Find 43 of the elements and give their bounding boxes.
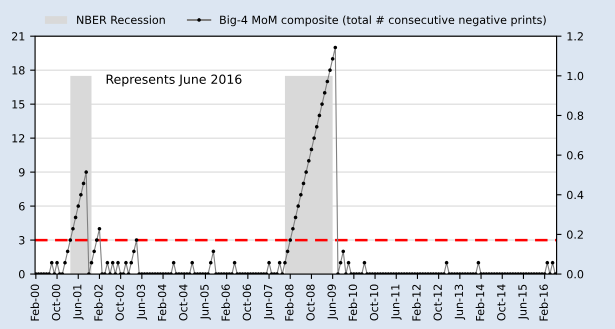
x-tick-label: Feb-16 <box>539 284 548 321</box>
x-tick-label: Feb-12 <box>412 284 421 321</box>
y2-tick-label: 1.2 <box>568 32 583 40</box>
y2-tick-label: 1.0 <box>568 72 584 80</box>
y-tick-label: 3 <box>19 236 24 244</box>
y-tick-label: 12 <box>12 134 24 142</box>
x-tick-label: Jun-13 <box>454 284 466 320</box>
y2-tick-label: 0.6 <box>567 151 584 160</box>
x-tick-label: Feb-00 <box>30 284 40 321</box>
legend-label: Big-4 MoM composite (total # consecutive negative prints) <box>220 15 546 26</box>
y-tick-label: 18 <box>12 66 25 75</box>
y2-tick-label: 0.0 <box>567 270 584 278</box>
x-tick-label: Oct-12 <box>433 284 442 321</box>
x-tick-label: Jun-01 <box>73 284 84 320</box>
x-tick-label: Feb-06 <box>221 284 230 321</box>
x-tick-label: Jun-11 <box>391 284 402 320</box>
y-tick-label: 15 <box>12 100 24 109</box>
x-tick-label: Jun-05 <box>200 284 211 320</box>
x-tick-label: Feb-04 <box>158 284 166 321</box>
x-tick-label: Feb-02 <box>94 284 103 321</box>
x-tick-label: Oct-02 <box>115 284 124 321</box>
x-tick-label: Jun-03 <box>136 284 148 320</box>
y-tick-label: 9 <box>18 168 25 176</box>
x-tick-label: Oct-10 <box>370 284 378 321</box>
x-tick-label: Oct-14 <box>497 284 506 321</box>
x-tick-label: Jun-15 <box>518 284 529 320</box>
x-tick-label: Oct-06 <box>242 284 252 321</box>
x-tick-label: Feb-08 <box>284 284 294 321</box>
y2-tick-label: 0.8 <box>567 111 584 120</box>
y2-tick-label: 0.2 <box>567 230 583 239</box>
y-tick-label: 6 <box>19 202 25 210</box>
x-tick-label: Oct-00 <box>52 284 60 321</box>
x-tick-label: Jun-07 <box>264 284 274 320</box>
y-tick-label: 0 <box>18 270 25 278</box>
y-tick-label: 21 <box>12 32 24 40</box>
annotation: Represents June 2016 <box>106 74 242 86</box>
x-tick-label: Feb-14 <box>476 284 484 321</box>
y2-tick-label: 0.4 <box>567 190 584 200</box>
legend-label: NBER Recession <box>77 15 165 24</box>
x-tick-label: Oct-08 <box>306 284 315 321</box>
x-tick-label: Feb-10 <box>348 284 358 321</box>
x-tick-label: Jun-09 <box>327 284 338 320</box>
x-tick-label: Oct-04 <box>179 284 188 321</box>
